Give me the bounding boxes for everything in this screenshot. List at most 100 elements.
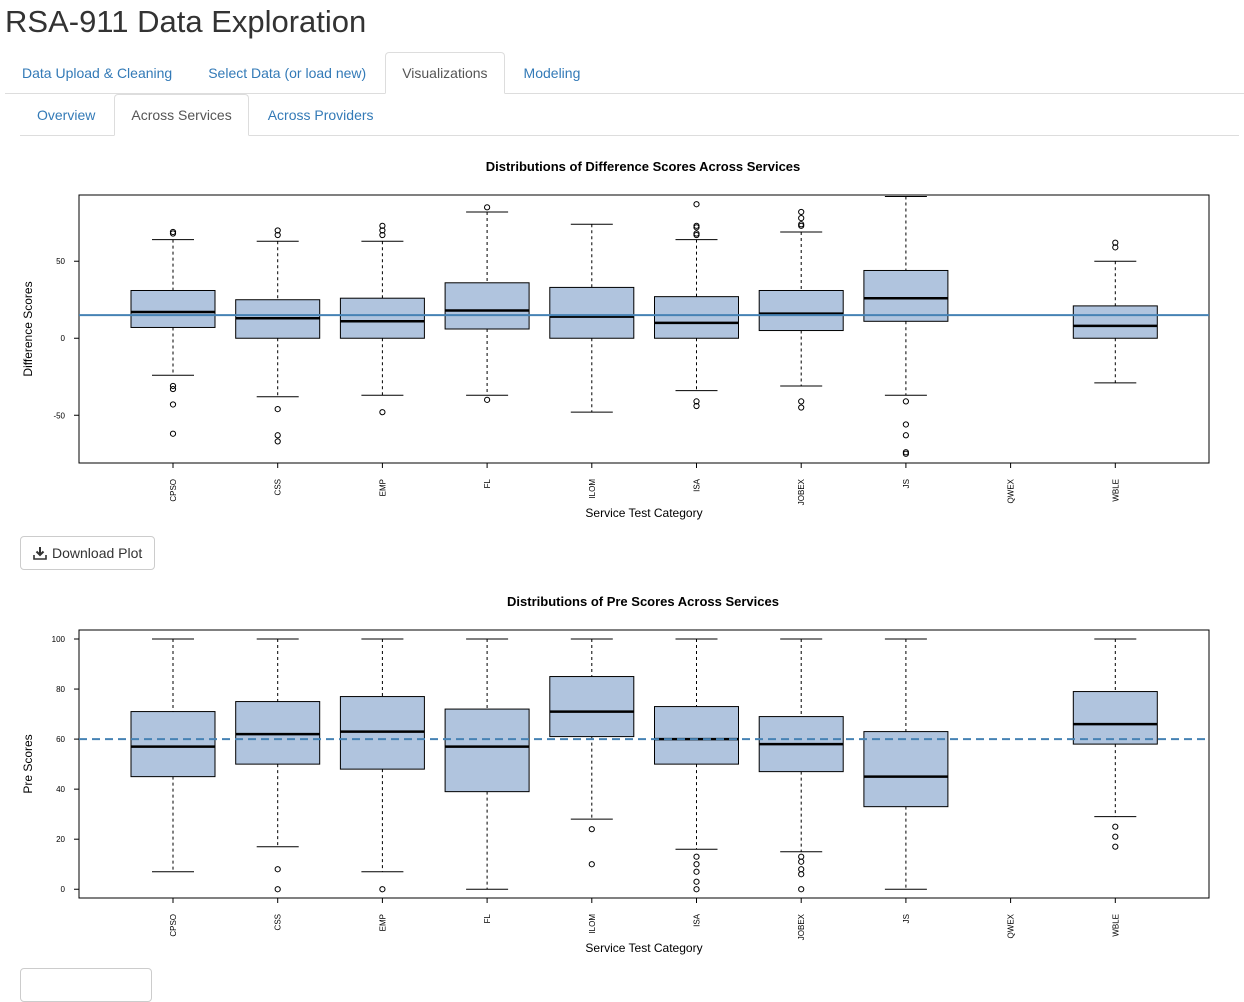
outlier-point (798, 886, 805, 893)
outlier-point (588, 861, 595, 868)
box-iqr (339, 297, 425, 339)
y-axis-label: Pre Scores (21, 734, 35, 793)
outlier-point (274, 432, 281, 439)
box-cpso (130, 638, 216, 873)
box-iqr (339, 696, 425, 770)
y-tick-label: -50 (53, 411, 65, 420)
outlier-point (798, 858, 805, 865)
box-ilom (549, 638, 635, 868)
x-tick-label: CSS (274, 914, 283, 930)
outlier-point (693, 222, 700, 229)
box-iqr (444, 282, 530, 330)
x-tick-label: EMP (378, 914, 387, 931)
box-css (235, 638, 321, 893)
box-css (235, 227, 321, 445)
y-tick-label: 40 (56, 785, 65, 794)
outlier-point (798, 208, 805, 216)
outlier-point (798, 398, 805, 405)
box-iqr (235, 701, 321, 765)
outlier-point (274, 227, 281, 234)
outlier-point (693, 201, 700, 208)
outlier-point (798, 215, 805, 222)
box-jobex (758, 208, 844, 411)
plot-frame (78, 629, 1210, 899)
box-iqr (130, 289, 216, 328)
subtab-overview[interactable]: Overview (37, 107, 96, 123)
x-tick-label: CSS (274, 479, 283, 495)
box-iqr (758, 289, 844, 332)
outlier-point (693, 398, 700, 405)
outlier-point (169, 401, 177, 408)
outlier-point (1112, 823, 1119, 830)
x-tick-label: JOBEX (797, 913, 806, 940)
x-tick-label: QWEX (1007, 913, 1016, 938)
download-plot-button-2[interactable] (20, 968, 152, 1002)
tab-visualizations[interactable]: Visualizations (385, 52, 505, 94)
outlier-point (693, 886, 700, 893)
x-tick-label: CPSO (169, 479, 178, 502)
y-tick-label: 50 (56, 257, 65, 266)
outlier-point (379, 222, 386, 229)
outlier-point (169, 385, 177, 393)
outlier-point (798, 221, 805, 228)
download-plot-button-1[interactable]: Download Plot (20, 536, 156, 570)
x-tick-label: FL (483, 478, 492, 488)
outlier-point (274, 231, 281, 239)
box-wble (1072, 638, 1158, 850)
x-tick-label: CPSO (169, 914, 178, 937)
outlier-point (798, 404, 805, 411)
outlier-point (798, 853, 805, 860)
subtab-across-services[interactable]: Across Services (114, 94, 249, 136)
outlier-point (693, 853, 700, 860)
outlier-point (379, 227, 386, 234)
outlier-point (1112, 244, 1119, 251)
outlier-point (693, 402, 700, 410)
box-cpso (130, 228, 216, 437)
box-jobex (758, 638, 844, 893)
outlier-point (798, 866, 805, 873)
outlier-point (1112, 833, 1119, 840)
tab-data-upload[interactable]: Data Upload & Cleaning (22, 65, 173, 81)
y-tick-label: 20 (56, 835, 65, 844)
page-title: RSA-911 Data Exploration (5, 4, 367, 39)
tab-select-data[interactable]: Select Data (or load new) (208, 65, 367, 81)
y-tick-label: 100 (52, 635, 66, 644)
outlier-point (274, 866, 281, 873)
outlier-point (379, 886, 386, 893)
outlier-point (169, 430, 177, 437)
box-iqr (1072, 691, 1158, 745)
box-wble (1072, 239, 1158, 384)
box-iqr (654, 296, 739, 339)
x-tick-label: FL (483, 913, 492, 923)
x-tick-label: QWEX (1007, 478, 1016, 503)
outlier-point (379, 231, 386, 239)
plot-frame (78, 194, 1210, 464)
chart-title: Distributions of Difference Scores Acros… (486, 159, 801, 174)
box-iqr (130, 711, 216, 778)
subtab-across-providers[interactable]: Across Providers (267, 107, 374, 123)
outlier-point (902, 421, 910, 428)
x-axis-label: Service Test Category (585, 506, 702, 520)
box-emp (339, 638, 425, 893)
x-tick-label: WBLE (1111, 914, 1120, 937)
outlier-point (484, 396, 491, 403)
outlier-point (693, 861, 700, 868)
x-tick-label: JOBEX (797, 478, 806, 505)
pre-scores-boxplot: Distributions of Pre Scores Across Servi… (21, 594, 1210, 955)
outlier-point (1112, 239, 1119, 246)
box-iqr (549, 286, 635, 339)
outlier-point (274, 438, 281, 445)
x-tick-label: JS (902, 914, 911, 923)
tab-modeling[interactable]: Modeling (523, 65, 581, 81)
difference-scores-boxplot: Distributions of Difference Scores Acros… (21, 159, 1210, 520)
outlier-point (902, 450, 910, 457)
download-icon (33, 547, 47, 560)
box-iqr (1072, 305, 1158, 339)
outlier-point (902, 398, 910, 405)
box-js (863, 196, 949, 457)
download-plot-label: Download Plot (52, 545, 143, 561)
x-tick-label: EMP (378, 479, 387, 496)
box-isa (654, 201, 739, 410)
y-tick-label: 80 (56, 685, 65, 694)
y-tick-label: 60 (56, 735, 65, 744)
